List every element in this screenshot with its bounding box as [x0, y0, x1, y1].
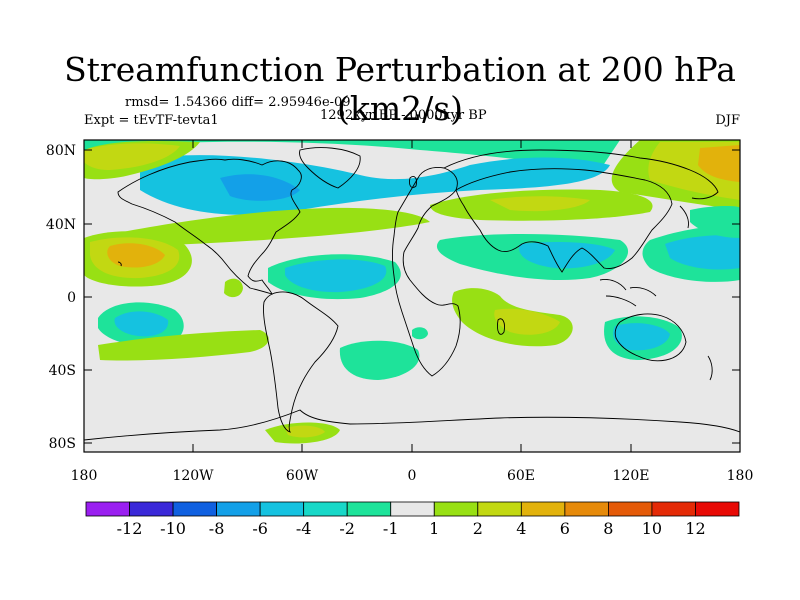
- coastlines: [84, 147, 740, 441]
- stats-label: rmsd= 1.54366 diff= 2.95946e-09: [125, 95, 351, 110]
- lon-label: 120E: [613, 468, 650, 484]
- greenland-coast: [299, 147, 361, 189]
- colorbar-label: 12: [685, 519, 705, 538]
- colorbar-swatch: [433, 501, 479, 517]
- contour-field: [84, 140, 740, 452]
- colorbar-label: -4: [296, 519, 312, 538]
- lon-labels: 180 120W 60W 0 60E 120E 180: [71, 468, 754, 484]
- colorbar-swatch: [172, 501, 217, 517]
- indonesia-islands: [599, 279, 657, 307]
- colorbar-swatch: [303, 501, 348, 517]
- uk-coast: [409, 175, 417, 189]
- colorbar-swatch: [85, 501, 130, 517]
- colorbar-swatch: [477, 501, 522, 517]
- colorbar-label: -12: [117, 519, 143, 538]
- colorbar-swatch: [695, 501, 740, 517]
- lat-labels: 80N 40N 0 40S 80S: [46, 143, 76, 452]
- antarctica-coast: [84, 409, 740, 441]
- lon-label: 180: [727, 468, 754, 484]
- map-title: Streamfunction Perturbation at 200 hPa (…: [64, 50, 736, 128]
- midlat-asia-yellow-core: [490, 196, 590, 212]
- new-zealand: [707, 355, 713, 381]
- lat-label: 0: [67, 290, 76, 306]
- north-atlantic-green-band: [84, 140, 620, 170]
- period-label: 1292kyr BP - 0000kyr BP: [320, 108, 487, 123]
- lon-label: 0: [408, 468, 417, 484]
- north-america-coast: [117, 158, 302, 295]
- colorbar: -12 -10 -8 -6 -4 -2 -1 1 2 4 6 8 10 12: [85, 501, 740, 538]
- south-atlantic-small-green: [412, 327, 428, 340]
- colorbar-label: 8: [603, 519, 613, 538]
- canada-blue-core: [220, 174, 300, 201]
- season-label: DJF: [715, 113, 740, 128]
- experiment-label: Expt = tEvTF-tevta1: [84, 113, 219, 128]
- lon-label: 60W: [286, 468, 319, 484]
- lat-label: 40N: [46, 217, 76, 233]
- colorbar-swatch: [564, 501, 609, 517]
- south-atlantic-green: [339, 340, 420, 380]
- arctic-yellow-lobe: [84, 143, 180, 170]
- europe-africa-coast: [392, 167, 461, 377]
- atlantic-tropical-cyan: [285, 259, 387, 293]
- colorbar-swatch: [651, 501, 696, 517]
- colorbar-label: 2: [473, 519, 483, 538]
- colorbar-swatch: [346, 501, 392, 517]
- madagascar: [497, 318, 505, 335]
- indian-ocean-yellow: [494, 308, 560, 335]
- eurasia-coast: [455, 168, 673, 273]
- colorbar-label: 1: [429, 519, 439, 538]
- lat-label: 40S: [49, 363, 76, 379]
- lon-label: 60E: [507, 468, 535, 484]
- australia-cyan: [613, 323, 670, 351]
- colorbar-label: -6: [252, 519, 268, 538]
- colorbar-label: 6: [560, 519, 570, 538]
- colorbar-swatch: [608, 501, 653, 517]
- lat-label: 80N: [46, 143, 76, 159]
- colorbar-label: 4: [516, 519, 526, 538]
- east-asia-orange: [698, 145, 740, 182]
- lat-label: 80S: [49, 436, 76, 452]
- colorbar-label: -10: [160, 519, 186, 538]
- small-green-blob-pacific: [224, 278, 243, 298]
- colorbar-label: -1: [383, 519, 399, 538]
- north-pacific-cyan-east: [690, 205, 740, 238]
- colorbar-swatch: [216, 501, 261, 517]
- south-pacific-yellow-band: [98, 330, 269, 361]
- colorbar-swatch: [129, 501, 174, 517]
- indian-tropical-cyan: [519, 242, 615, 269]
- axis-ticks: [84, 140, 740, 452]
- south-pacific-cyan: [114, 311, 169, 337]
- colorbar-swatch: [520, 501, 566, 517]
- pacific-subtropic-orange: [107, 243, 165, 268]
- siberia-coast: [443, 149, 719, 200]
- south-america-coast: [263, 291, 339, 433]
- colorbar-label: -8: [209, 519, 225, 538]
- colorbar-label: -2: [339, 519, 355, 538]
- australia-coast: [614, 313, 687, 362]
- lon-label: 120W: [172, 468, 214, 484]
- colorbar-swatch: [390, 501, 435, 517]
- hawaii: [117, 261, 122, 267]
- lon-label: 180: [71, 468, 98, 484]
- colorbar-label: 10: [642, 519, 662, 538]
- japan-coast: [679, 205, 689, 229]
- colorbar-swatch: [259, 501, 305, 517]
- antarctic-yellow: [285, 425, 325, 438]
- pacific-tropical-cyan-east: [665, 235, 740, 270]
